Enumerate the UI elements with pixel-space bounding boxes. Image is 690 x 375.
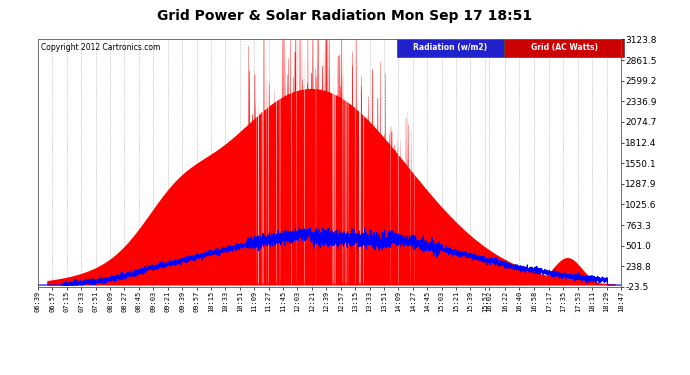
Text: Grid (AC Watts): Grid (AC Watts) — [531, 43, 598, 52]
Text: Grid Power & Solar Radiation Mon Sep 17 18:51: Grid Power & Solar Radiation Mon Sep 17 … — [157, 9, 533, 23]
Text: Radiation (w/m2): Radiation (w/m2) — [413, 43, 488, 52]
FancyBboxPatch shape — [397, 39, 504, 57]
FancyBboxPatch shape — [504, 39, 624, 57]
Text: Copyright 2012 Cartronics.com: Copyright 2012 Cartronics.com — [41, 43, 160, 52]
